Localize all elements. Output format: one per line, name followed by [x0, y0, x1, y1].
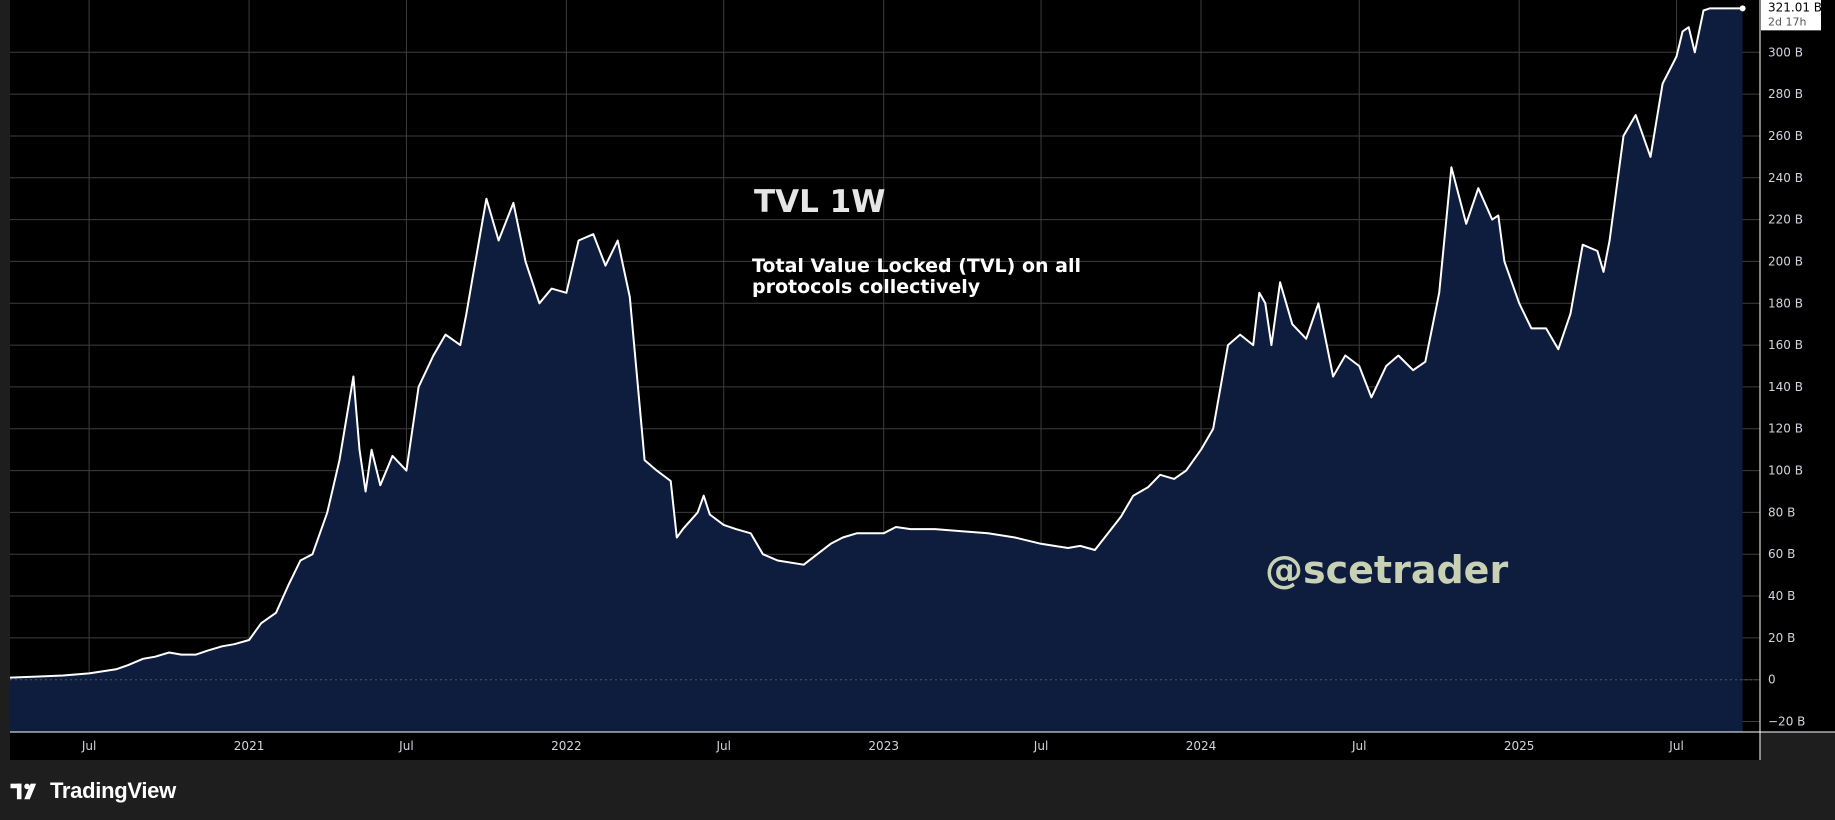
- last-price-countdown: 2d 17h: [1768, 15, 1806, 28]
- chart-area[interactable]: 300 B 280 B 260 B 240 B 220 B 200 B 180 B 160 B…: [0, 0, 1835, 760]
- y-tick-label: 200 B: [1768, 254, 1803, 268]
- y-tick-label: 260 B: [1768, 129, 1803, 143]
- x-tick-label: 2023: [868, 739, 899, 753]
- y-tick-label: 40 B: [1768, 589, 1795, 603]
- chart-title: TVL 1W: [754, 184, 886, 220]
- tvl-area-fill: [10, 8, 1743, 732]
- last-point-marker: [1739, 5, 1746, 12]
- x-tick-label: 2024: [1186, 739, 1217, 753]
- time-axis-background: [10, 732, 1760, 760]
- x-tick-label: Jul: [81, 739, 96, 753]
- y-tick-label: 120 B: [1768, 422, 1803, 436]
- y-tick-label: 220 B: [1768, 213, 1803, 227]
- y-tick-label: 100 B: [1768, 464, 1803, 478]
- x-tick-label: Jul: [1033, 739, 1048, 753]
- y-tick-label: 180 B: [1768, 296, 1803, 310]
- last-price-label-bg: [1761, 0, 1821, 31]
- chart-subtitle: Total Value Locked (TVL) on all protocol…: [752, 255, 1081, 298]
- x-tick-label: 2021: [234, 739, 265, 753]
- watermark-text: @scetrader: [1265, 548, 1509, 592]
- tradingview-logo-icon[interactable]: [10, 780, 44, 802]
- y-tick-label: 280 B: [1768, 87, 1803, 101]
- y-tick-label: 20 B: [1768, 631, 1795, 645]
- y-tick-label: 80 B: [1768, 505, 1795, 519]
- tradingview-brand[interactable]: TradingView: [50, 778, 176, 803]
- y-tick-label: 240 B: [1768, 171, 1803, 185]
- tvl-chart-svg[interactable]: 300 B 280 B 260 B 240 B 220 B 200 B 180 B 160 B…: [0, 0, 1835, 760]
- y-tick-label: −20 B: [1768, 715, 1805, 729]
- y-tick-label: 140 B: [1768, 380, 1803, 394]
- last-price-value: 321.01 B: [1768, 0, 1822, 14]
- x-tick-label: Jul: [1351, 739, 1366, 753]
- x-tick-label: 2025: [1504, 739, 1535, 753]
- y-tick-label: 0: [1768, 673, 1776, 687]
- tvl-line: [9, 7, 1743, 679]
- x-tick-label: Jul: [398, 739, 413, 753]
- y-tick-label: 60 B: [1768, 547, 1795, 561]
- y-tick-label: 160 B: [1768, 338, 1803, 352]
- footer: TradingView: [10, 776, 176, 806]
- x-tick-label: Jul: [1668, 739, 1683, 753]
- price-axis-background: [1760, 0, 1835, 732]
- y-tick-label: 300 B: [1768, 45, 1803, 59]
- x-tick-label: 2022: [551, 739, 582, 753]
- x-tick-label: Jul: [715, 739, 730, 753]
